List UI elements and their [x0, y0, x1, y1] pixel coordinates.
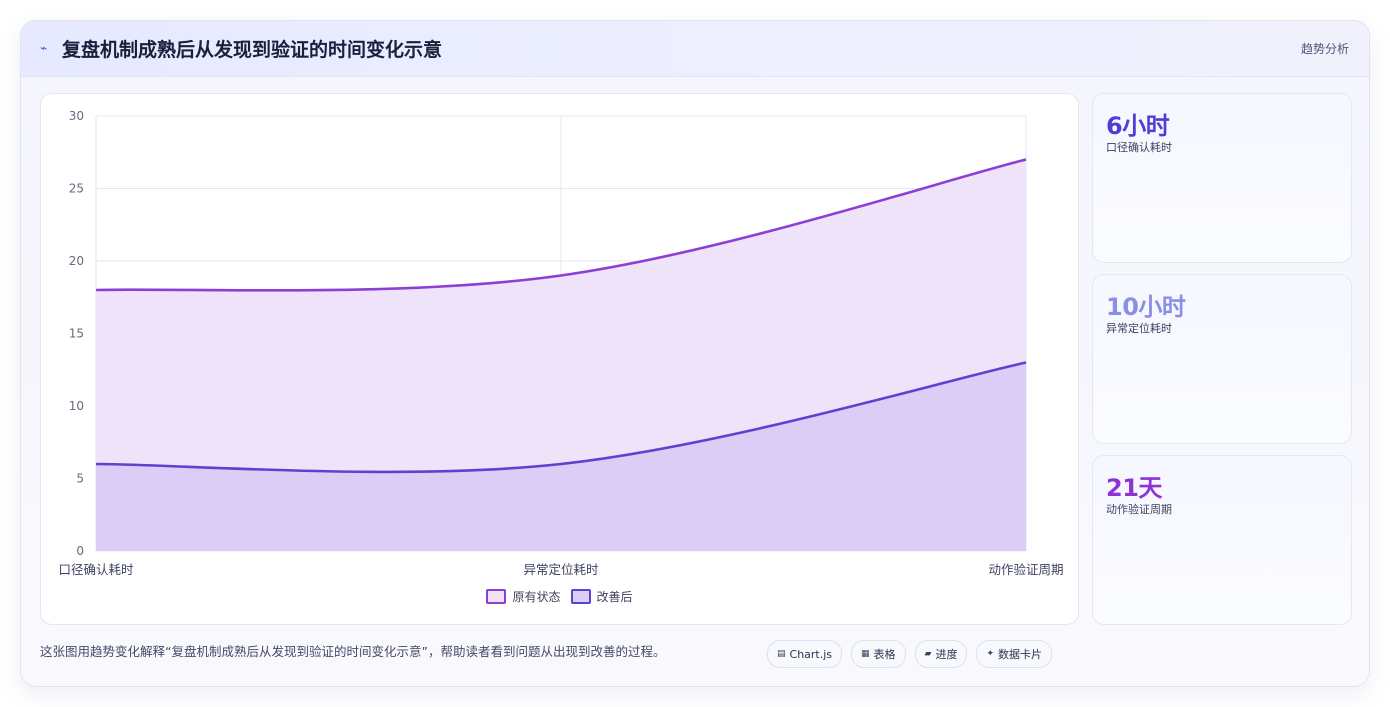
chart-panel: 0 5 10 15 20 25 30 口径确认耗时 异常定位耗时 动作验证周期 原有状态 改善后	[40, 93, 1079, 625]
series-area-2	[96, 362, 1026, 551]
series-line-1	[95, 158, 1027, 292]
card-title: 复盘机制成熟后从发现到验证的时间变化示意	[62, 39, 443, 61]
y-tick-label: 5	[76, 472, 84, 486]
chip-label: 进度	[935, 648, 958, 661]
chart-icon: ▤	[777, 649, 786, 659]
series-line-2	[95, 361, 1027, 474]
chart-card: ⌁ 复盘机制成熟后从发现到验证的时间变化示意 趋势分析 0 5 10 15 20 25 30…	[20, 20, 1370, 687]
chip-label: 数据卡片	[998, 648, 1043, 661]
stat-card-3: 21天 动作验证周期	[1092, 455, 1352, 625]
tool-chips: ▤ Chart.js ▦ 表格 ▰ 进度 ✦ 数据卡片	[767, 640, 1053, 668]
chip-chartjs[interactable]: ▤ Chart.js	[767, 640, 843, 668]
progress-icon: ▰	[924, 649, 932, 659]
legend-swatch	[570, 588, 591, 604]
stat-card-2: 10小时 异常定位耗时	[1092, 274, 1352, 444]
x-tick-label: 口径确认耗时	[58, 562, 134, 577]
table-icon: ▦	[861, 649, 870, 659]
x-tick-label: 动作验证周期	[988, 562, 1063, 577]
legend-item[interactable]: 改善后	[570, 588, 633, 605]
chip-label: Chart.js	[789, 647, 833, 661]
y-tick-label: 0	[76, 544, 84, 558]
chart-caption: 这张图用趋势变化解释“复盘机制成熟后从发现到验证的时间变化示意”，帮助读者看到问…	[40, 644, 666, 659]
chip-table[interactable]: ▦ 表格	[851, 640, 906, 668]
stat-label: 动作验证周期	[1106, 503, 1172, 516]
trend-icon: ⌁	[40, 41, 48, 55]
y-tick-label: 25	[69, 182, 84, 196]
legend-label: 原有状态	[512, 589, 561, 604]
y-tick-label: 15	[69, 327, 84, 341]
sparkle-icon: ✦	[986, 649, 995, 659]
legend-item[interactable]: 原有状态	[486, 588, 561, 605]
x-tick-label: 异常定位耗时	[523, 562, 599, 577]
y-tick-label: 10	[69, 399, 84, 413]
y-tick-label: 30	[69, 109, 84, 123]
chip-data-cards[interactable]: ✦ 数据卡片	[976, 640, 1053, 668]
legend-label: 改善后	[596, 589, 633, 604]
analysis-tag: 趋势分析	[1300, 42, 1349, 56]
stat-value: 21天	[1106, 474, 1162, 502]
chip-label: 表格	[873, 648, 896, 661]
legend-swatch	[486, 588, 507, 604]
y-tick-label: 20	[69, 254, 84, 268]
stat-value: 6小时	[1106, 112, 1170, 140]
stat-card-1: 6小时 口径确认耗时	[1092, 93, 1352, 263]
stat-label: 异常定位耗时	[1106, 322, 1172, 335]
chip-progress[interactable]: ▰ 进度	[914, 640, 968, 668]
stat-value: 10小时	[1106, 293, 1186, 321]
stat-label: 口径确认耗时	[1106, 141, 1172, 154]
card-header: ⌁ 复盘机制成熟后从发现到验证的时间变化示意 趋势分析	[21, 21, 1369, 77]
area-chart: 0 5 10 15 20 25 30 口径确认耗时 异常定位耗时 动作验证周期	[58, 109, 1063, 577]
chart-legend: 原有状态 改善后	[41, 587, 1078, 605]
